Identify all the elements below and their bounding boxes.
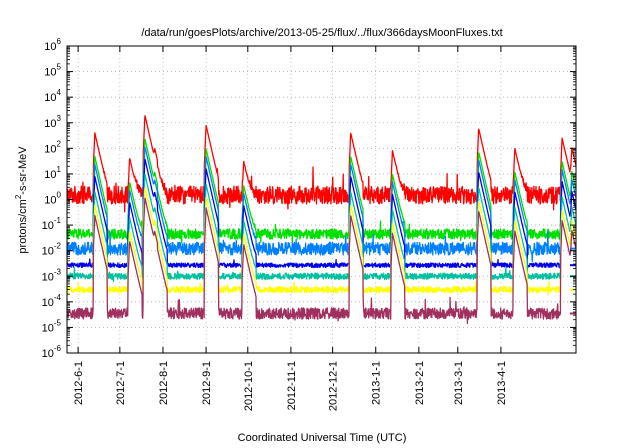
y-tick-label-exp: -5 [54, 318, 62, 327]
y-tick-label: 10-4 [42, 293, 62, 309]
x-tick-label: 2013-4-1 [496, 361, 508, 405]
y-tick-label-exp: 6 [57, 37, 62, 46]
y-tick-label: 105 [44, 63, 61, 79]
y-tick-label-base: 10 [44, 41, 56, 53]
y-tick-label: 10-3 [42, 267, 62, 283]
y-tick-label-base: 10 [42, 297, 54, 309]
y-tick-label: 102 [44, 139, 61, 155]
y-tick-label-base: 10 [44, 143, 56, 155]
y-axis-label: protons/cm2-s-sr-MeV [14, 146, 29, 254]
series-layer [66, 115, 577, 324]
x-tick-label: 2013-1-1 [371, 361, 383, 405]
y-tick-label-base: 10 [42, 322, 54, 334]
x-tick-label: 2013-3-1 [453, 361, 465, 405]
x-tick-label: 2012-9-1 [201, 361, 213, 405]
y-tick-label: 100 [44, 191, 61, 207]
series-line-7 [66, 197, 577, 324]
y-tick-label: 103 [44, 114, 61, 130]
x-axis-label: Coordinated Universal Time (UTC) [238, 432, 407, 444]
y-tick-label-base: 10 [44, 92, 56, 104]
y-axis-label-base: protons/cm [17, 199, 29, 253]
y-tick-label: 104 [44, 88, 61, 104]
chart-title: /data/run/goesPlots/archive/2013-05-25/f… [141, 27, 502, 39]
y-tick-label-exp: 5 [57, 63, 62, 72]
y-tick-label: 10-5 [42, 318, 62, 334]
y-tick-label: 10-2 [42, 242, 62, 258]
x-tick-label: 2012-7-1 [115, 361, 127, 405]
y-tick-label-exp: 3 [57, 114, 62, 123]
y-tick-label: 10-1 [42, 216, 62, 232]
series-line-1 [66, 115, 577, 213]
y-axis-label-rest: -s-sr-MeV [17, 146, 29, 195]
x-tick-label: 2012-6-1 [73, 361, 85, 405]
y-tick-label-exp: 4 [57, 88, 62, 97]
y-tick-label-exp: 1 [57, 165, 62, 174]
y-tick-label: 106 [44, 37, 61, 53]
y-axis-label-sup: 2 [14, 194, 23, 199]
y-tick-label-base: 10 [42, 348, 54, 360]
y-tick-label-exp: -6 [54, 344, 62, 353]
y-axis: 10-610-510-410-310-210-11001011021031041… [42, 37, 576, 360]
y-tick-label-base: 10 [42, 220, 54, 232]
x-tick-label: 2013-2-1 [414, 361, 426, 405]
y-tick-label-base: 10 [42, 271, 54, 283]
y-tick-label-base: 10 [42, 246, 54, 258]
x-tick-label: 2012-12-1 [328, 361, 340, 411]
y-tick-label: 101 [44, 165, 61, 181]
x-axis: 2012-6-1 2012-7-1 2012-8-1 2012-9-1 2012-10-… [73, 46, 508, 411]
y-tick-label-exp: -2 [54, 242, 62, 251]
y-tick-label-base: 10 [44, 118, 56, 130]
y-tick-label-base: 10 [44, 67, 56, 79]
y-tick-label-exp: -1 [54, 216, 62, 225]
y-tick-label-base: 10 [44, 195, 56, 207]
y-tick-label-exp: 2 [57, 139, 62, 148]
y-tick-label-base: 10 [44, 169, 56, 181]
x-tick-label: 2012-8-1 [158, 361, 170, 405]
y-tick-label: 10-6 [42, 344, 62, 360]
y-tick-label-exp: 0 [57, 191, 62, 200]
y-tick-label-exp: -3 [54, 267, 62, 276]
x-tick-label: 2012-11-1 [286, 361, 298, 410]
y-tick-label-exp: -4 [54, 293, 62, 302]
x-tick-label: 2012-10-1 [243, 361, 255, 411]
